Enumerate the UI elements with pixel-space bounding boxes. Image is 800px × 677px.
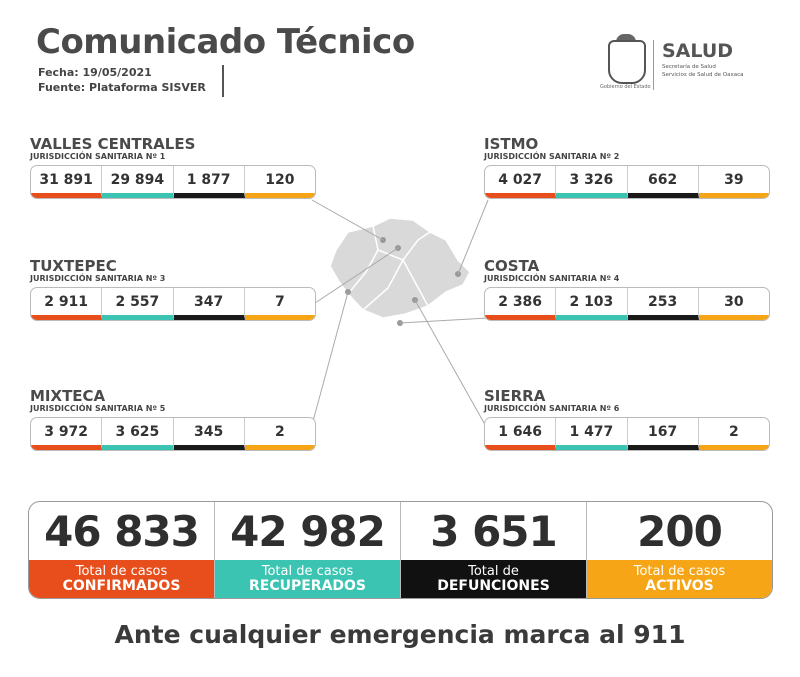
active-value: 120: [244, 166, 315, 198]
active-value: 30: [698, 288, 769, 320]
region-name: TUXTEPEC: [30, 257, 117, 275]
region-valles-centrales: VALLES CENTRALES JURISDICCIÓN SANITARIA …: [30, 136, 320, 199]
region-costa: COSTA JURISDICCIÓN SANITARIA Nº 4 2 386 …: [484, 258, 774, 321]
region-jurisdiction: JURISDICCIÓN SANITARIA Nº 1: [30, 152, 166, 161]
deaths-value: 1 877: [173, 166, 245, 198]
connector-sierra: [414, 299, 489, 431]
total-recovered: 42 982 Total de casos RECUPERADOS: [215, 502, 401, 598]
deaths-value: 253: [627, 288, 699, 320]
region-name: VALLES CENTRALES: [30, 135, 196, 153]
region-stats: 2 386 2 103 253 30: [484, 287, 770, 321]
label-line1: Total de casos: [75, 564, 168, 579]
active-value: 2: [244, 418, 315, 450]
region-jurisdiction: JURISDICCIÓN SANITARIA Nº 6: [484, 404, 620, 413]
recovered-value: 2 557: [102, 288, 174, 320]
confirmed-value: 2 386: [485, 288, 557, 320]
emergency-footer: Ante cualquier emergencia marca al 911: [114, 620, 686, 649]
region-istmo: ISTMO JURISDICCIÓN SANITARIA Nº 2 4 027 …: [484, 136, 774, 199]
region-name: MIXTECA: [30, 387, 106, 405]
deaths-value: 345: [173, 418, 245, 450]
region-tuxtepec: TUXTEPEC JURISDICCIÓN SANITARIA Nº 3 2 9…: [30, 258, 320, 321]
connector-tuxtepec: [311, 247, 399, 306]
logo-subtitle-2: Servicios de Salud de Oaxaca: [662, 72, 744, 78]
deaths-value: 347: [173, 288, 245, 320]
total-confirmed-label: Total de casos CONFIRMADOS: [29, 560, 214, 598]
region-jurisdiction: JURISDICCIÓN SANITARIA Nº 4: [484, 274, 620, 283]
confirmed-value: 31 891: [31, 166, 103, 198]
label-line2: ACTIVOS: [645, 578, 714, 594]
deaths-value: 662: [627, 166, 699, 198]
region-name: COSTA: [484, 257, 540, 275]
deaths-value: 167: [627, 418, 699, 450]
active-value: 39: [698, 166, 769, 198]
label-line1: Total de casos: [261, 564, 354, 579]
region-name: SIERRA: [484, 387, 546, 405]
confirmed-value: 3 972: [31, 418, 103, 450]
recovered-value: 2 103: [556, 288, 628, 320]
region-stats: 1 646 1 477 167 2: [484, 417, 770, 451]
logo-government-text: Gobierno del Estado: [600, 84, 651, 90]
recovered-value: 1 477: [556, 418, 628, 450]
active-value: 2: [698, 418, 769, 450]
region-stats: 2 911 2 557 347 7: [30, 287, 316, 321]
label-line2: DEFUNCIONES: [437, 578, 550, 594]
recovered-value: 3 625: [102, 418, 174, 450]
map-region-borders: [347, 225, 431, 311]
connector-mixteca: [311, 291, 349, 426]
salud-logo: Gobierno del Estado SALUD Secretaría de …: [600, 34, 750, 96]
totals-panel: 46 833 Total de casos CONFIRMADOS 42 982…: [28, 501, 773, 599]
total-deaths: 3 651 Total de DEFUNCIONES: [401, 502, 587, 598]
oaxaca-map: [329, 217, 471, 326]
recovered-value: 3 326: [556, 166, 628, 198]
connector-valles: [311, 199, 384, 241]
total-confirmed: 46 833 Total de casos CONFIRMADOS: [29, 502, 215, 598]
total-deaths-value: 3 651: [430, 506, 558, 556]
region-jurisdiction: JURISDICCIÓN SANITARIA Nº 3: [30, 274, 166, 283]
confirmed-value: 4 027: [485, 166, 557, 198]
region-stats: 31 891 29 894 1 877 120: [30, 165, 316, 199]
total-deaths-label: Total de DEFUNCIONES: [401, 560, 586, 598]
logo-brand: SALUD: [662, 40, 734, 62]
seal-crown-icon: [616, 34, 636, 42]
connector-costa: [399, 317, 489, 324]
total-active: 200 Total de casos ACTIVOS: [587, 502, 772, 598]
region-stats: 3 972 3 625 345 2: [30, 417, 316, 451]
confirmed-value: 2 911: [31, 288, 103, 320]
label-line2: CONFIRMADOS: [62, 578, 181, 594]
state-seal-icon: [608, 40, 646, 84]
header-divider: [222, 65, 224, 97]
total-active-label: Total de casos ACTIVOS: [587, 560, 772, 598]
region-stats: 4 027 3 326 662 39: [484, 165, 770, 199]
region-mixteca: MIXTECA JURISDICCIÓN SANITARIA Nº 5 3 97…: [30, 388, 320, 451]
region-jurisdiction: JURISDICCIÓN SANITARIA Nº 2: [484, 152, 620, 161]
label-line1: Total de casos: [633, 564, 726, 579]
label-line2: RECUPERADOS: [248, 578, 367, 594]
logo-divider: [653, 40, 654, 90]
total-confirmed-value: 46 833: [44, 506, 200, 556]
logo-subtitle: Secretaría de Salud: [662, 64, 716, 70]
recovered-value: 29 894: [102, 166, 174, 198]
report-date: Fecha: 19/05/2021: [38, 66, 152, 79]
total-recovered-label: Total de casos RECUPERADOS: [215, 560, 400, 598]
total-recovered-value: 42 982: [230, 506, 386, 556]
region-name: ISTMO: [484, 135, 539, 153]
label-line1: Total de: [468, 564, 519, 579]
connector-istmo: [457, 199, 489, 275]
page-title: Comunicado Técnico: [36, 22, 415, 62]
region-jurisdiction: JURISDICCIÓN SANITARIA Nº 5: [30, 404, 166, 413]
region-sierra: SIERRA JURISDICCIÓN SANITARIA Nº 6 1 646…: [484, 388, 774, 451]
report-source: Fuente: Plataforma SISVER: [38, 81, 206, 94]
active-value: 7: [244, 288, 315, 320]
total-active-value: 200: [637, 506, 723, 556]
confirmed-value: 1 646: [485, 418, 557, 450]
